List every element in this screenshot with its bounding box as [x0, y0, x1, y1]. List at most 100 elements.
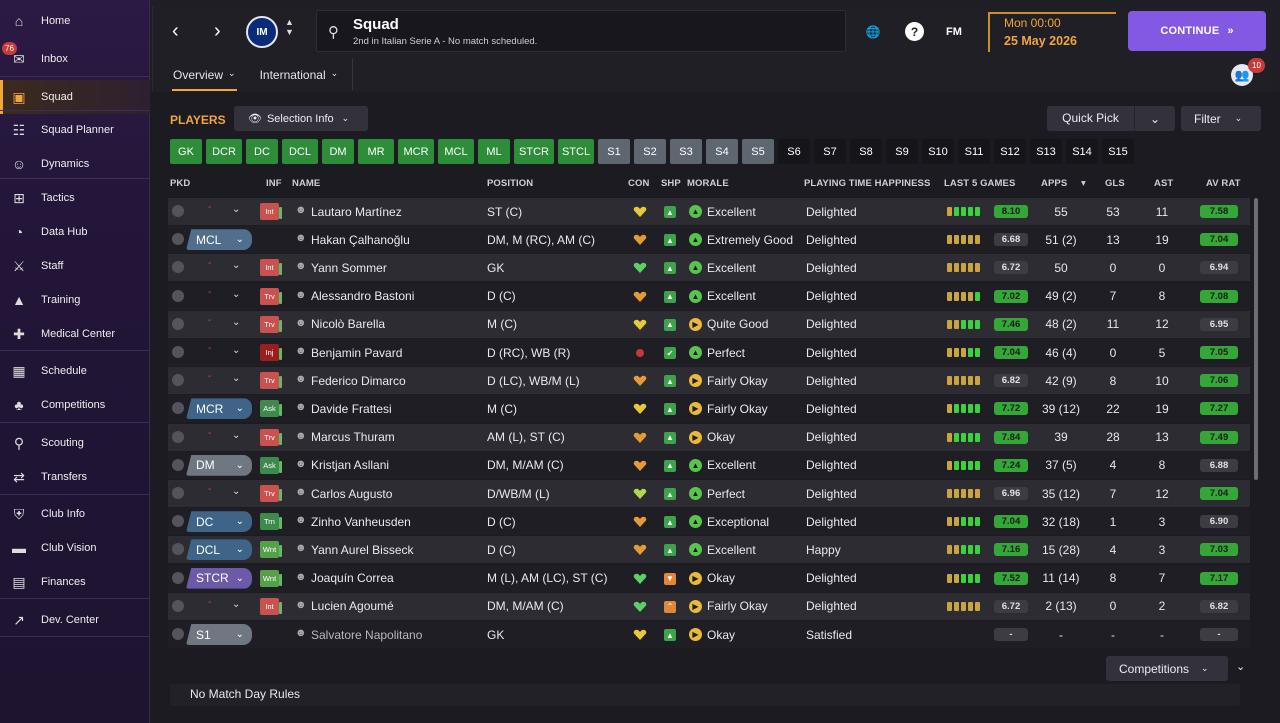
position-filter-stcl[interactable]: STCL — [558, 139, 594, 164]
player-name[interactable]: Zinho Vanheusden — [311, 514, 411, 529]
world-icon[interactable]: 🌐 — [865, 25, 881, 39]
sidebar-item-finances[interactable]: ▤ Finances — [0, 565, 150, 599]
table-row[interactable]: - ⌄ Trv ☻ Nicolò Barella M (C) ▲ ▶ Quite Good Del… — [168, 310, 1250, 338]
check-circle-icon[interactable] — [172, 458, 184, 471]
sidebar-item-home[interactable]: ⌂ Home — [0, 4, 150, 38]
table-row[interactable]: - ⌄ Trv ☻ Marcus Thuram AM (L), ST (C) ▲ ▶ Okay D… — [168, 423, 1250, 451]
check-circle-icon[interactable] — [172, 289, 184, 302]
sidebar-item-scouting[interactable]: ⚲ Scouting — [0, 426, 150, 460]
col-name[interactable]: NAME — [292, 178, 321, 189]
player-name[interactable]: Federico Dimarco — [311, 373, 406, 388]
position-filter-s15[interactable]: S15 — [1102, 139, 1134, 164]
check-circle-icon[interactable] — [172, 628, 184, 640]
position-filter-s4[interactable]: S4 — [706, 139, 738, 164]
table-row[interactable]: STCR ⌄ Wnt ☻ Joaquín Correa M (L), AM (LC), S… — [168, 564, 1250, 592]
check-circle-icon[interactable] — [172, 515, 184, 528]
player-name[interactable]: Yann Sommer — [311, 260, 387, 275]
sidebar-item-medical-center[interactable]: ✚ Medical Center — [0, 317, 150, 351]
sidebar-item-dynamics[interactable]: ☺ Dynamics — [0, 147, 150, 181]
position-filter-s8[interactable]: S8 — [850, 139, 882, 164]
chevron-down-icon[interactable]: ⌄ — [232, 260, 241, 272]
position-filter-dcr[interactable]: DCR — [206, 139, 242, 164]
sidebar-item-club-vision[interactable]: ▬ Club Vision — [0, 531, 150, 565]
sidebar-item-competitions[interactable]: ♣ Competitions — [0, 388, 150, 422]
check-circle-icon[interactable] — [172, 317, 184, 330]
table-row[interactable]: - ⌄ Trv ☻ Federico Dimarco D (LC), WB/M (L) ▲ ▶… — [168, 367, 1250, 395]
check-circle-icon[interactable] — [172, 599, 184, 612]
quick-pick-button[interactable]: Quick Pick ⌄ — [1047, 106, 1175, 131]
chevron-down-icon[interactable]: ⌄ — [232, 288, 241, 300]
position-filter-s2[interactable]: S2 — [634, 139, 666, 164]
chevron-down-icon[interactable]: ⌄ — [232, 486, 241, 497]
sidebar-item-tactics[interactable]: ⊞ Tactics — [0, 181, 150, 215]
check-circle-icon[interactable] — [172, 374, 184, 387]
up-down-icon[interactable]: ▲ ▼ — [285, 17, 294, 37]
position-filter-s14[interactable]: S14 — [1066, 139, 1098, 164]
check-circle-icon[interactable] — [172, 233, 184, 246]
sidebar-item-training[interactable]: ▲ Training — [0, 283, 150, 317]
col-apps[interactable]: APPS — [1041, 178, 1068, 189]
position-filter-s7[interactable]: S7 — [814, 139, 846, 164]
position-filter-s10[interactable]: S10 — [922, 139, 954, 164]
pkd-dropdown[interactable]: DCL ⌄ — [186, 539, 252, 561]
tab-overview[interactable]: Overview ⌄ — [172, 62, 237, 91]
position-filter-s13[interactable]: S13 — [1030, 139, 1062, 164]
help-icon[interactable]: ? — [905, 22, 924, 41]
selection-info-button[interactable]: 👁 Selection Info ⌄ — [234, 106, 368, 131]
check-circle-icon[interactable] — [172, 543, 184, 556]
player-name[interactable]: Joaquín Correa — [311, 571, 394, 586]
col-shp[interactable]: SHP — [661, 178, 681, 189]
player-name[interactable]: Benjamin Pavard — [311, 345, 403, 360]
competitions-dropdown[interactable]: Competitions ⌄ — [1106, 656, 1228, 681]
position-filter-s1[interactable]: S1 — [598, 139, 630, 164]
player-name[interactable]: Lautaro Martínez — [311, 204, 402, 219]
position-filter-s5[interactable]: S5 — [742, 139, 774, 164]
table-row[interactable]: DC ⌄ Trn ☻ Zinho Vanheusden D (C) ▲ ▲ Exceptiona… — [168, 508, 1250, 536]
check-circle-icon[interactable] — [172, 402, 184, 415]
player-name[interactable]: Nicolò Barella — [311, 317, 386, 332]
position-filter-s9[interactable]: S9 — [886, 139, 918, 164]
check-circle-icon[interactable] — [172, 571, 184, 584]
table-row[interactable]: - ⌄ Inj ☻ Benjamin Pavard D (RC), WB (R) ✔ ▲ Per… — [168, 339, 1250, 366]
sidebar-item-dev-center[interactable]: ↗ Dev. Center — [0, 603, 150, 637]
check-circle-icon[interactable] — [172, 205, 184, 217]
player-name[interactable]: Alessandro Bastoni — [311, 289, 415, 304]
position-filter-dc[interactable]: DC — [246, 139, 278, 164]
sidebar-item-schedule[interactable]: ▦ Schedule — [0, 354, 150, 388]
table-row[interactable]: DCL ⌄ Wnt ☻ Yann Aurel Bisseck D (C) ▲ ▲ Excelle… — [168, 536, 1250, 564]
fm-icon[interactable]: FM — [946, 26, 962, 38]
position-filter-dcl[interactable]: DCL — [282, 139, 318, 164]
table-row[interactable]: - ⌄ Int ☻ Lautaro Martínez ST (C) ▲ ▲ Excellent D… — [168, 198, 1250, 225]
pkd-dropdown[interactable]: MCR ⌄ — [186, 398, 252, 420]
chevron-down-icon[interactable]: ⌄ — [232, 598, 241, 610]
table-row[interactable]: DM ⌄ Ask ☻ Kristjan Asllani DM, M/AM (C) ▲ ▲ Exc… — [168, 451, 1250, 479]
chevron-down-icon[interactable]: ⌄ — [1149, 111, 1161, 126]
position-filter-dm[interactable]: DM — [322, 139, 354, 164]
col-ast[interactable]: AST — [1154, 178, 1174, 189]
position-filter-mcr[interactable]: MCR — [398, 139, 434, 164]
table-row[interactable]: - ⌄ Trv ☻ Alessandro Bastoni D (C) ▲ ▲ Excellent… — [168, 282, 1250, 310]
avatar[interactable]: 👥 — [1231, 64, 1253, 86]
chevron-down-icon[interactable]: ⌄ — [232, 373, 241, 385]
player-name[interactable]: Davide Frattesi — [311, 401, 392, 416]
col-con[interactable]: CON — [628, 178, 650, 189]
col-pkd[interactable]: PKD — [170, 178, 191, 189]
check-circle-icon[interactable] — [172, 487, 184, 499]
back-arrow-icon[interactable]: ‹ — [172, 20, 179, 42]
player-name[interactable]: Carlos Augusto — [311, 486, 393, 501]
table-row[interactable]: S1 ⌄ ☻ Salvatore Napolitano GK ▲ ▶ Okay Satisfie… — [168, 621, 1250, 648]
search-box[interactable]: ⚲ Squad 2nd in Italian Serie A - No matc… — [316, 10, 846, 52]
forward-arrow-icon[interactable]: › — [214, 20, 221, 42]
filter-button[interactable]: Filter ⌄ — [1181, 106, 1261, 131]
player-name[interactable]: Yann Aurel Bisseck — [311, 542, 414, 557]
col-position[interactable]: POSITION — [487, 178, 534, 189]
position-filter-ml[interactable]: ML — [478, 139, 510, 164]
check-circle-icon[interactable] — [172, 346, 184, 358]
player-name[interactable]: Marcus Thuram — [311, 430, 395, 445]
position-filter-s3[interactable]: S3 — [670, 139, 702, 164]
sidebar-item-transfers[interactable]: ⇄ Transfers — [0, 460, 150, 494]
position-filter-gk[interactable]: GK — [170, 139, 202, 164]
continue-button[interactable]: CONTINUE » — [1128, 11, 1266, 51]
chevron-down-icon[interactable]: ⌄ — [232, 316, 241, 328]
player-name[interactable]: Salvatore Napolitano — [311, 627, 423, 642]
